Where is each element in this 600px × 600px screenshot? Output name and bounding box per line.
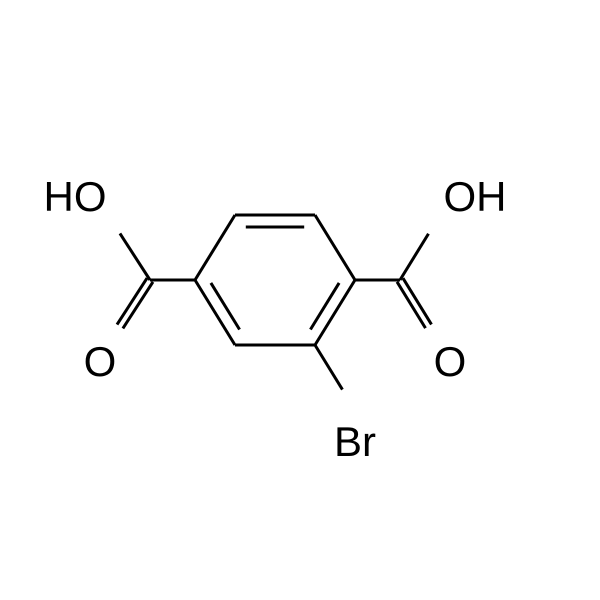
bond-line <box>120 233 150 280</box>
bond-line <box>400 234 428 280</box>
bond-line <box>117 278 147 325</box>
atom-label: Br <box>334 418 376 465</box>
atom-label: O <box>434 338 467 385</box>
bond-line <box>315 215 355 280</box>
bond-line <box>310 283 339 330</box>
bond-line <box>195 215 235 280</box>
atom-label: HO <box>44 173 107 220</box>
atom-label: O <box>84 338 117 385</box>
atom-label: OH <box>444 173 507 220</box>
bond-line <box>123 282 153 329</box>
molecule-diagram: HO O OH O Br <box>0 0 600 600</box>
bond-line <box>211 283 240 330</box>
bond-line <box>315 345 342 390</box>
